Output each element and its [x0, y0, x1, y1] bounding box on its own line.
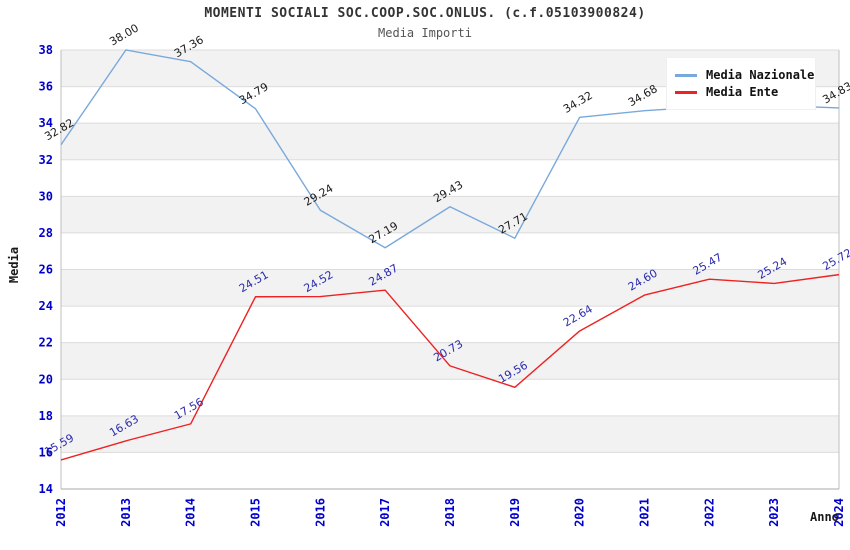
- svg-text:2015: 2015: [249, 498, 263, 527]
- y-axis-label: Media: [7, 246, 21, 284]
- legend-label: Media Nazionale: [706, 68, 815, 82]
- series-line: [60, 273, 840, 461]
- svg-text:38: 38: [39, 43, 53, 57]
- svg-text:2024: 2024: [832, 498, 846, 527]
- svg-text:2012: 2012: [54, 498, 68, 527]
- svg-text:20: 20: [39, 372, 53, 386]
- svg-text:2019: 2019: [508, 498, 522, 527]
- plot-spines: [60, 50, 840, 490]
- svg-text:2017: 2017: [378, 498, 392, 527]
- svg-text:2022: 2022: [702, 498, 716, 527]
- y-tick-labels: 14 16 18 20 22 24 26 28 30 32 34 36 38: [39, 43, 53, 496]
- svg-text:30: 30: [39, 189, 53, 203]
- svg-text:16: 16: [39, 445, 53, 459]
- legend: Media Nazionale Media Ente: [666, 57, 816, 110]
- point-label: 38.00: [107, 21, 141, 48]
- svg-text:32: 32: [39, 153, 53, 167]
- svg-text:2018: 2018: [443, 498, 457, 527]
- svg-text:22: 22: [39, 336, 53, 350]
- svg-text:2021: 2021: [638, 498, 652, 527]
- line-swatch-blue: [675, 73, 697, 77]
- svg-text:2016: 2016: [313, 498, 327, 527]
- svg-text:2014: 2014: [184, 498, 198, 527]
- svg-text:18: 18: [39, 409, 53, 423]
- svg-text:2013: 2013: [119, 498, 133, 527]
- x-axis-label: Anno: [810, 510, 839, 524]
- svg-text:2020: 2020: [573, 498, 587, 527]
- line-swatch-red: [675, 90, 697, 94]
- svg-text:34: 34: [39, 116, 53, 130]
- point-label: 15.59: [42, 431, 76, 458]
- svg-text:2023: 2023: [767, 498, 781, 527]
- svg-text:26: 26: [39, 263, 53, 277]
- plot-bands: [61, 50, 839, 453]
- legend-item-nazionale: Media Nazionale: [675, 68, 814, 82]
- svg-text:36: 36: [39, 80, 53, 94]
- svg-text:24: 24: [39, 299, 53, 313]
- x-tick-labels: 2012 2013 2014 2015 2016 2017 2018 2019 2020 2021…: [54, 498, 846, 527]
- chart-subtitle: Media Importi: [378, 26, 472, 40]
- svg-text:14: 14: [39, 482, 53, 496]
- legend-label: Media Ente: [706, 85, 779, 99]
- svg-text:28: 28: [39, 226, 53, 240]
- point-label: 34.32: [561, 89, 595, 116]
- legend-item-ente: Media Ente: [675, 85, 805, 99]
- chart-title: MOMENTI SOCIALI SOC.COOP.SOC.ONLUS. (c.f…: [204, 6, 646, 21]
